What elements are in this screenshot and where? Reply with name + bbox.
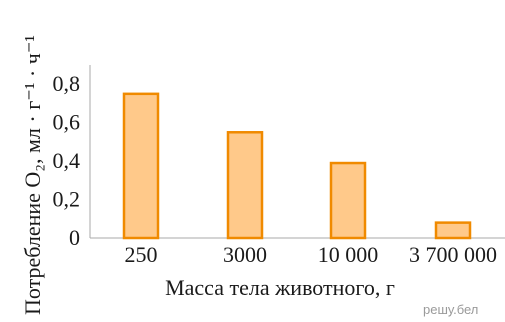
x-tick-label: 3 700 000 bbox=[409, 242, 497, 267]
y-tick-label: 0,6 bbox=[53, 110, 81, 135]
x-axis-label: Масса тела животного, г bbox=[165, 275, 395, 300]
x-tick-labels: 250 3000 10 000 3 700 000 bbox=[125, 242, 498, 267]
x-tick-label: 3000 bbox=[223, 242, 267, 267]
y-tick-label: 0,8 bbox=[53, 71, 81, 96]
bar-2 bbox=[226, 131, 264, 240]
bars bbox=[122, 92, 472, 240]
x-tick-label: 250 bbox=[125, 242, 158, 267]
y-tick-label: 0,4 bbox=[53, 148, 81, 173]
bar-3 bbox=[329, 161, 367, 240]
y-axis-label: Потребление O₂, мл · г⁻¹ · ч⁻¹ bbox=[20, 35, 45, 315]
y-tick-label: 0,2 bbox=[53, 187, 81, 212]
x-tick-label: 10 000 bbox=[318, 242, 379, 267]
bar-4 bbox=[434, 221, 472, 240]
watermark: решу.бел bbox=[423, 302, 479, 317]
y-tick-labels: 0 0,2 0,4 0,6 0,8 bbox=[53, 71, 81, 250]
bar-1 bbox=[122, 92, 160, 240]
y-tick-label: 0 bbox=[69, 225, 80, 250]
